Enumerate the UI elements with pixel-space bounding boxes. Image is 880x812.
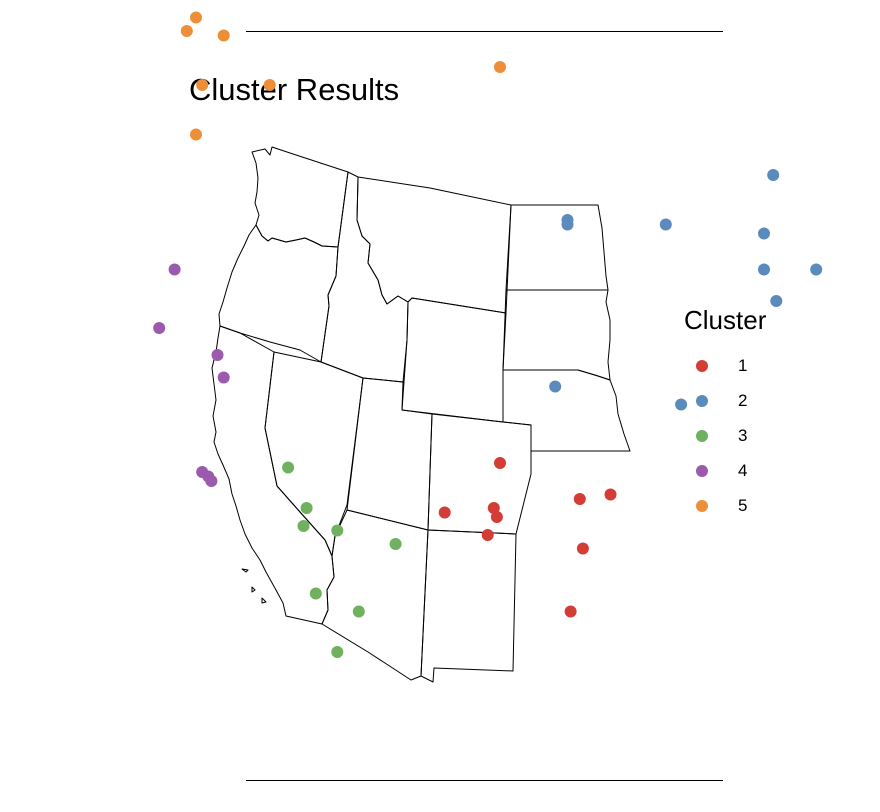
cluster-3-point xyxy=(300,502,313,514)
state-north-dakota xyxy=(505,204,609,291)
legend-label-2: 2 xyxy=(738,390,748,410)
cluster-2-point xyxy=(810,263,823,276)
state-utah xyxy=(346,377,433,531)
cluster-1-point xyxy=(481,529,494,541)
cluster-5-point xyxy=(217,29,230,42)
cluster-2-point xyxy=(549,380,562,393)
cluster-1-point xyxy=(490,511,503,523)
legend-item-3: 3 xyxy=(684,418,766,453)
legend-item-2: 2 xyxy=(684,383,766,418)
cluster-2-point xyxy=(758,227,770,240)
cluster-5-point xyxy=(180,25,193,37)
island-2 xyxy=(251,586,256,593)
legend-label-4: 4 xyxy=(738,460,748,480)
cluster-3-point xyxy=(297,520,310,532)
state-south-dakota xyxy=(502,289,611,381)
cluster-4-point xyxy=(211,349,224,361)
cluster-2-point xyxy=(675,398,688,411)
legend-title: Cluster xyxy=(684,305,767,335)
cluster-4-point xyxy=(217,371,230,384)
legend-item-5: 5 xyxy=(684,488,766,523)
state-idaho xyxy=(320,171,409,383)
state-washington xyxy=(251,146,349,248)
state-boundaries xyxy=(211,146,631,683)
island-3 xyxy=(261,597,267,604)
cluster-5-point xyxy=(190,11,202,24)
cluster-1-point xyxy=(438,506,451,519)
cluster-3-point xyxy=(331,646,344,658)
cluster-3-point xyxy=(282,461,295,474)
top-divider xyxy=(246,31,723,32)
cluster-4-point xyxy=(205,475,218,487)
legend-swatch-4 xyxy=(696,464,708,477)
cluster-3-point xyxy=(352,605,365,618)
legend-swatch-5 xyxy=(696,499,708,512)
cluster-points xyxy=(153,11,823,658)
cluster-5-point xyxy=(494,61,506,73)
cluster-legend: Cluster 1 2 3 4 5 xyxy=(684,305,766,523)
island-1 xyxy=(241,568,249,573)
state-california xyxy=(211,325,335,625)
cluster-3-point xyxy=(309,587,322,600)
cluster-5-point xyxy=(190,128,202,141)
state-new-mexico xyxy=(420,529,517,683)
map-title: Cluster Results xyxy=(189,72,400,107)
cluster-4-point xyxy=(153,322,166,334)
bottom-divider xyxy=(246,780,723,781)
state-montana xyxy=(356,176,512,314)
cluster-1-point xyxy=(487,502,500,514)
legend-label-1: 1 xyxy=(738,355,748,375)
state-wyoming xyxy=(401,297,507,423)
cluster-1-point xyxy=(604,488,617,501)
cluster-3-point xyxy=(331,524,344,537)
state-nevada xyxy=(264,351,364,557)
legend-swatch-3 xyxy=(696,429,708,442)
cluster-3-point xyxy=(389,538,402,550)
legend-item-1: 1 xyxy=(684,348,766,383)
state-nebraska xyxy=(502,369,631,452)
islands xyxy=(241,568,267,604)
cluster-1-point xyxy=(494,457,506,469)
legend-label-3: 3 xyxy=(738,425,748,445)
state-oregon xyxy=(218,224,339,363)
cluster-2-point xyxy=(767,169,780,181)
legend-item-4: 4 xyxy=(684,453,766,488)
cluster-5-point xyxy=(196,79,209,91)
cluster-2-point xyxy=(770,295,783,307)
cluster-2-point xyxy=(758,263,770,276)
cluster-4-point xyxy=(168,263,181,276)
cluster-1-point xyxy=(576,542,589,555)
legend-swatch-2 xyxy=(696,394,708,407)
cluster-5-point xyxy=(263,79,276,91)
cluster-2-point xyxy=(561,218,574,231)
legend-swatch-1 xyxy=(696,359,708,372)
cluster-1-point xyxy=(564,605,577,618)
cluster-2-point xyxy=(659,218,672,231)
cluster-1-point xyxy=(573,493,586,505)
legend-label-5: 5 xyxy=(738,495,748,515)
